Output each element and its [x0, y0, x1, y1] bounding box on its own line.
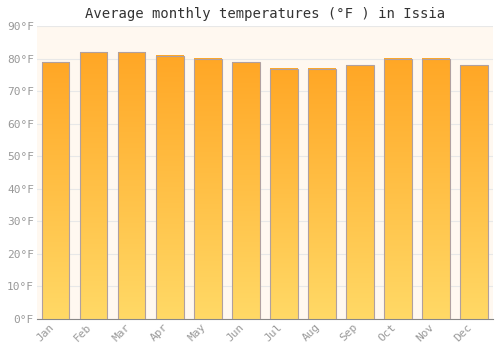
Bar — [194, 59, 222, 319]
Bar — [232, 62, 260, 319]
Bar — [118, 52, 146, 319]
Bar — [156, 56, 184, 319]
Bar — [42, 62, 70, 319]
Bar — [346, 65, 374, 319]
Bar — [308, 69, 336, 319]
Bar — [384, 59, 411, 319]
Bar — [422, 59, 450, 319]
Bar — [80, 52, 108, 319]
Title: Average monthly temperatures (°F ) in Issia: Average monthly temperatures (°F ) in Is… — [85, 7, 445, 21]
Bar — [460, 65, 487, 319]
Bar — [270, 69, 297, 319]
